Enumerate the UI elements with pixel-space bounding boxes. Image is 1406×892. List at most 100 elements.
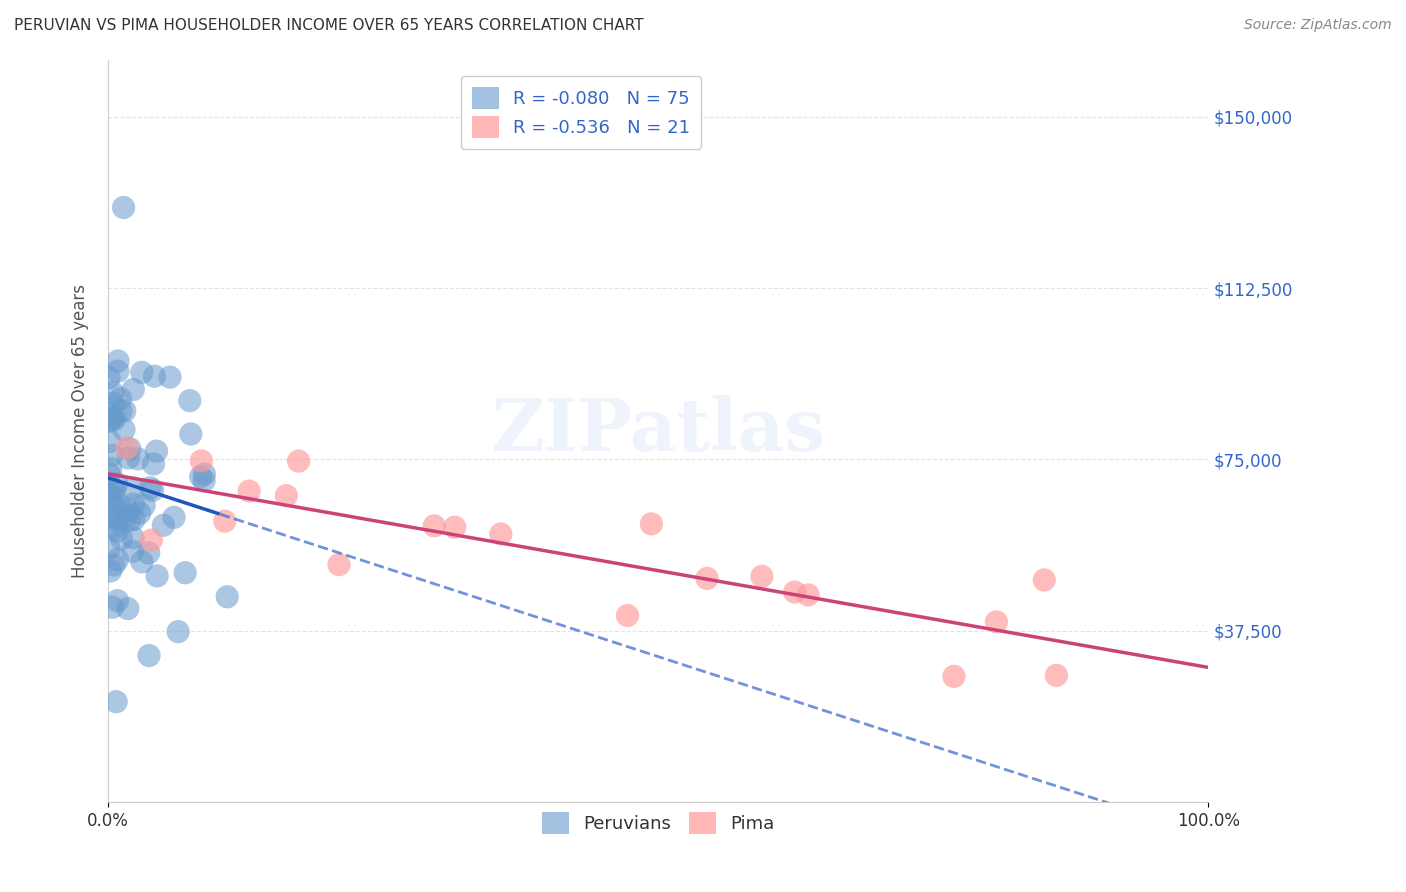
Point: [101, 481, 124, 495]
Point: [107, 364, 129, 378]
Point: [616, 608, 638, 623]
Point: [122, 531, 145, 545]
Point: [118, 442, 141, 456]
Point: [443, 520, 465, 534]
Point: [110, 404, 132, 418]
Point: [139, 481, 162, 495]
Point: [103, 410, 125, 425]
Point: [138, 546, 160, 560]
Point: [117, 601, 139, 615]
Point: [105, 695, 128, 709]
Point: [986, 615, 1008, 629]
Point: [193, 467, 215, 481]
Point: [122, 497, 145, 511]
Point: [190, 469, 212, 483]
Point: [1033, 573, 1056, 587]
Point: [179, 393, 201, 408]
Point: [114, 404, 136, 418]
Point: [121, 544, 143, 558]
Point: [190, 454, 212, 468]
Point: [141, 533, 163, 547]
Point: [98, 467, 121, 482]
Point: [110, 392, 132, 406]
Point: [103, 483, 125, 497]
Point: [108, 513, 131, 527]
Point: [100, 564, 122, 578]
Point: [276, 489, 298, 503]
Point: [640, 516, 662, 531]
Point: [122, 512, 145, 526]
Point: [112, 423, 135, 437]
Point: [163, 510, 186, 524]
Point: [117, 450, 139, 465]
Point: [797, 588, 820, 602]
Point: [159, 370, 181, 384]
Point: [131, 365, 153, 379]
Point: [423, 519, 446, 533]
Point: [98, 412, 121, 426]
Point: [217, 590, 239, 604]
Point: [101, 448, 124, 462]
Point: [108, 499, 131, 513]
Point: [751, 569, 773, 583]
Point: [138, 648, 160, 663]
Point: [103, 490, 125, 504]
Point: [112, 201, 135, 215]
Point: [193, 474, 215, 488]
Point: [131, 555, 153, 569]
Point: [115, 508, 138, 523]
Point: [214, 514, 236, 528]
Point: [145, 444, 167, 458]
Point: [103, 396, 125, 410]
Point: [103, 413, 125, 427]
Point: [142, 483, 165, 498]
Text: PERUVIAN VS PIMA HOUSEHOLDER INCOME OVER 65 YEARS CORRELATION CHART: PERUVIAN VS PIMA HOUSEHOLDER INCOME OVER…: [14, 18, 644, 33]
Point: [287, 454, 309, 468]
Point: [1045, 668, 1067, 682]
Point: [107, 509, 129, 524]
Point: [110, 532, 132, 546]
Point: [142, 457, 165, 471]
Point: [107, 354, 129, 368]
Point: [107, 593, 129, 607]
Point: [98, 414, 121, 428]
Point: [134, 499, 156, 513]
Point: [122, 481, 145, 495]
Point: [105, 476, 128, 491]
Point: [146, 569, 169, 583]
Point: [100, 497, 122, 511]
Point: [103, 558, 125, 572]
Point: [101, 600, 124, 615]
Point: [98, 370, 121, 384]
Point: [328, 558, 350, 572]
Point: [696, 571, 718, 585]
Point: [942, 669, 965, 683]
Point: [98, 490, 121, 504]
Point: [174, 566, 197, 580]
Point: [98, 407, 121, 421]
Point: [98, 434, 121, 449]
Point: [101, 385, 124, 400]
Y-axis label: Householder Income Over 65 years: Householder Income Over 65 years: [72, 284, 89, 578]
Text: Source: ZipAtlas.com: Source: ZipAtlas.com: [1244, 18, 1392, 32]
Point: [105, 524, 128, 538]
Point: [783, 585, 806, 599]
Text: ZIPatlas: ZIPatlas: [491, 395, 825, 467]
Point: [107, 552, 129, 566]
Point: [117, 502, 139, 516]
Point: [167, 624, 190, 639]
Point: [100, 461, 122, 475]
Point: [127, 451, 149, 466]
Point: [180, 427, 202, 442]
Point: [103, 520, 125, 534]
Point: [238, 484, 260, 499]
Point: [101, 511, 124, 525]
Point: [128, 506, 150, 520]
Point: [143, 369, 166, 384]
Point: [152, 518, 174, 533]
Legend: Peruvians, Pima: Peruvians, Pima: [530, 802, 786, 846]
Point: [98, 541, 121, 556]
Point: [115, 441, 138, 455]
Point: [122, 383, 145, 397]
Point: [489, 527, 512, 541]
